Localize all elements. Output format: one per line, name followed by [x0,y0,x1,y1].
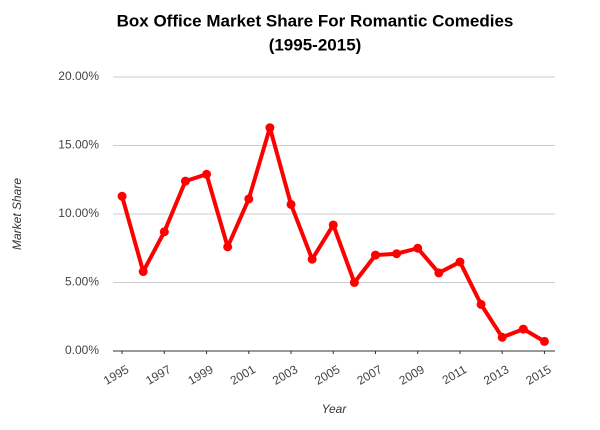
point [392,249,402,259]
point [476,299,486,309]
y-tick-label: 15.00% [58,138,99,152]
point [265,123,275,133]
point [286,199,296,209]
point [518,324,528,334]
point [434,268,444,278]
point [539,336,549,346]
point [117,191,127,201]
point [455,257,465,267]
y-axis-title: Market Share [10,178,24,250]
point [370,250,380,260]
point [223,242,233,252]
point [180,176,190,186]
point [497,332,507,342]
y-tick-label: 10.00% [58,206,99,220]
point [159,227,169,237]
point [202,169,212,179]
point [328,220,338,230]
y-tick-label: 0.00% [65,343,99,357]
point [138,267,148,277]
point [413,243,423,253]
chart-title: (1995-2015) [269,35,362,54]
point [307,254,317,264]
y-tick-label: 20.00% [58,69,99,83]
chart-title: Box Office Market Share For Romantic Com… [117,11,514,30]
point [244,194,254,204]
y-tick-label: 5.00% [65,275,99,289]
point [349,278,359,287]
x-axis-title: Year [322,402,348,416]
